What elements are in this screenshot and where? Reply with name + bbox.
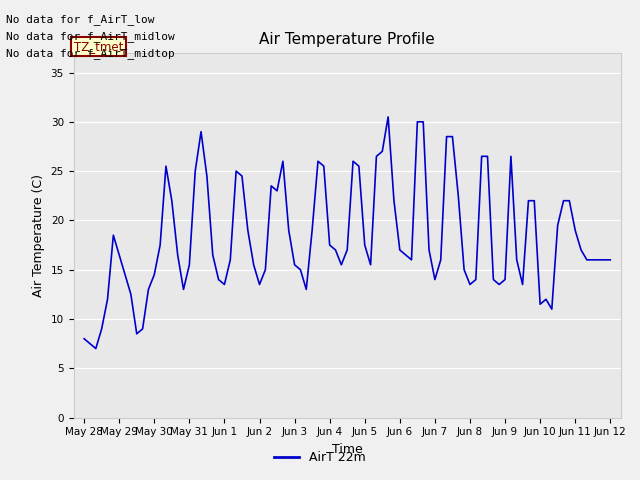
Text: No data for f_AirT_midlow: No data for f_AirT_midlow [6,31,175,42]
Text: No data for f_AirT_midtop: No data for f_AirT_midtop [6,48,175,59]
X-axis label: Time: Time [332,443,363,456]
Text: TZ_tmet: TZ_tmet [74,40,123,53]
Legend: AirT 22m: AirT 22m [269,446,371,469]
Title: Air Temperature Profile: Air Temperature Profile [259,33,435,48]
Text: No data for f_AirT_low: No data for f_AirT_low [6,14,155,25]
Y-axis label: Air Temperature (C): Air Temperature (C) [32,174,45,297]
